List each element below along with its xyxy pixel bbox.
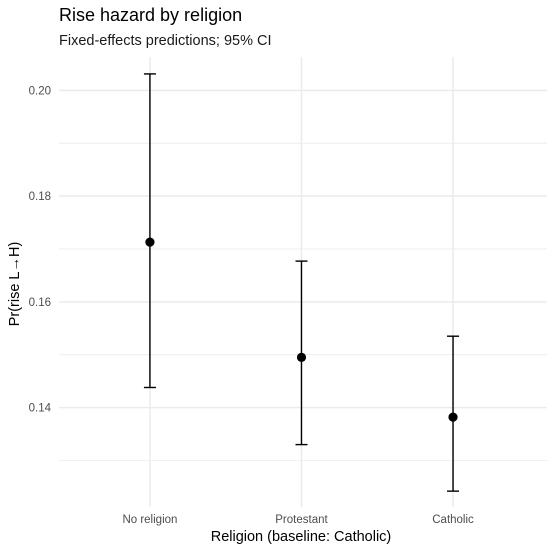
x-tick-labels: No religion Protestant Catholic <box>122 514 474 526</box>
y-tick-label: 0.20 <box>29 85 51 97</box>
chart-subtitle: Fixed-effects predictions; 95% CI <box>59 33 272 49</box>
x-axis-title: Religion (baseline: Catholic) <box>211 529 392 545</box>
y-tick-label: 0.18 <box>29 191 51 203</box>
y-tick-label: 0.16 <box>29 297 51 309</box>
y-tick-labels: 0.14 0.16 0.18 0.20 <box>29 85 52 414</box>
point-estimate <box>145 237 155 247</box>
point-estimate <box>448 412 458 422</box>
x-tick-label: Catholic <box>432 514 474 526</box>
x-tick-label: Protestant <box>275 514 328 526</box>
y-tick-label: 0.14 <box>29 403 52 415</box>
x-tick-label: No religion <box>122 514 177 526</box>
grid-lines <box>59 57 547 507</box>
point-estimate <box>296 352 307 362</box>
chart-title: Rise hazard by religion <box>59 5 243 25</box>
y-axis-title: Pr(rise L→H) <box>7 242 23 327</box>
data-marks <box>143 73 460 492</box>
